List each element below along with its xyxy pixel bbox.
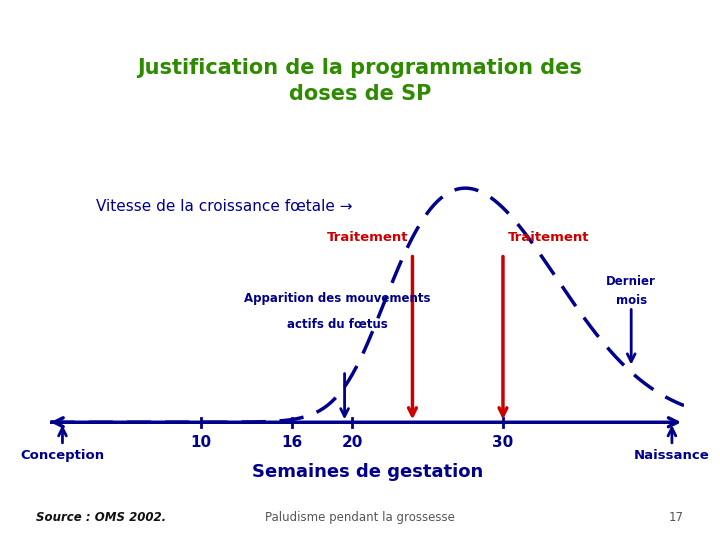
Text: Justification de la programmation des: Justification de la programmation des (138, 57, 582, 78)
Text: 30: 30 (492, 435, 513, 450)
Text: Traitement: Traitement (508, 231, 589, 244)
Text: 16: 16 (281, 435, 302, 450)
Text: Dernier: Dernier (606, 275, 656, 288)
Text: actifs du fœtus: actifs du fœtus (287, 318, 387, 331)
Text: Source : OMS 2002.: Source : OMS 2002. (36, 511, 166, 524)
Text: Paludisme pendant la grossesse: Paludisme pendant la grossesse (265, 511, 455, 524)
Text: Apparition des mouvements: Apparition des mouvements (244, 292, 431, 305)
Text: 10: 10 (191, 435, 212, 450)
Text: Semaines de gestation: Semaines de gestation (251, 463, 483, 481)
Text: Traitement: Traitement (326, 231, 408, 244)
Text: 20: 20 (341, 435, 363, 450)
Text: doses de SP: doses de SP (289, 84, 431, 105)
Text: Vitesse de la croissance fœtale →: Vitesse de la croissance fœtale → (96, 199, 352, 214)
Text: Naissance: Naissance (634, 449, 710, 462)
Text: Conception: Conception (20, 449, 104, 462)
Text: 17: 17 (669, 511, 684, 524)
Text: mois: mois (616, 294, 647, 307)
